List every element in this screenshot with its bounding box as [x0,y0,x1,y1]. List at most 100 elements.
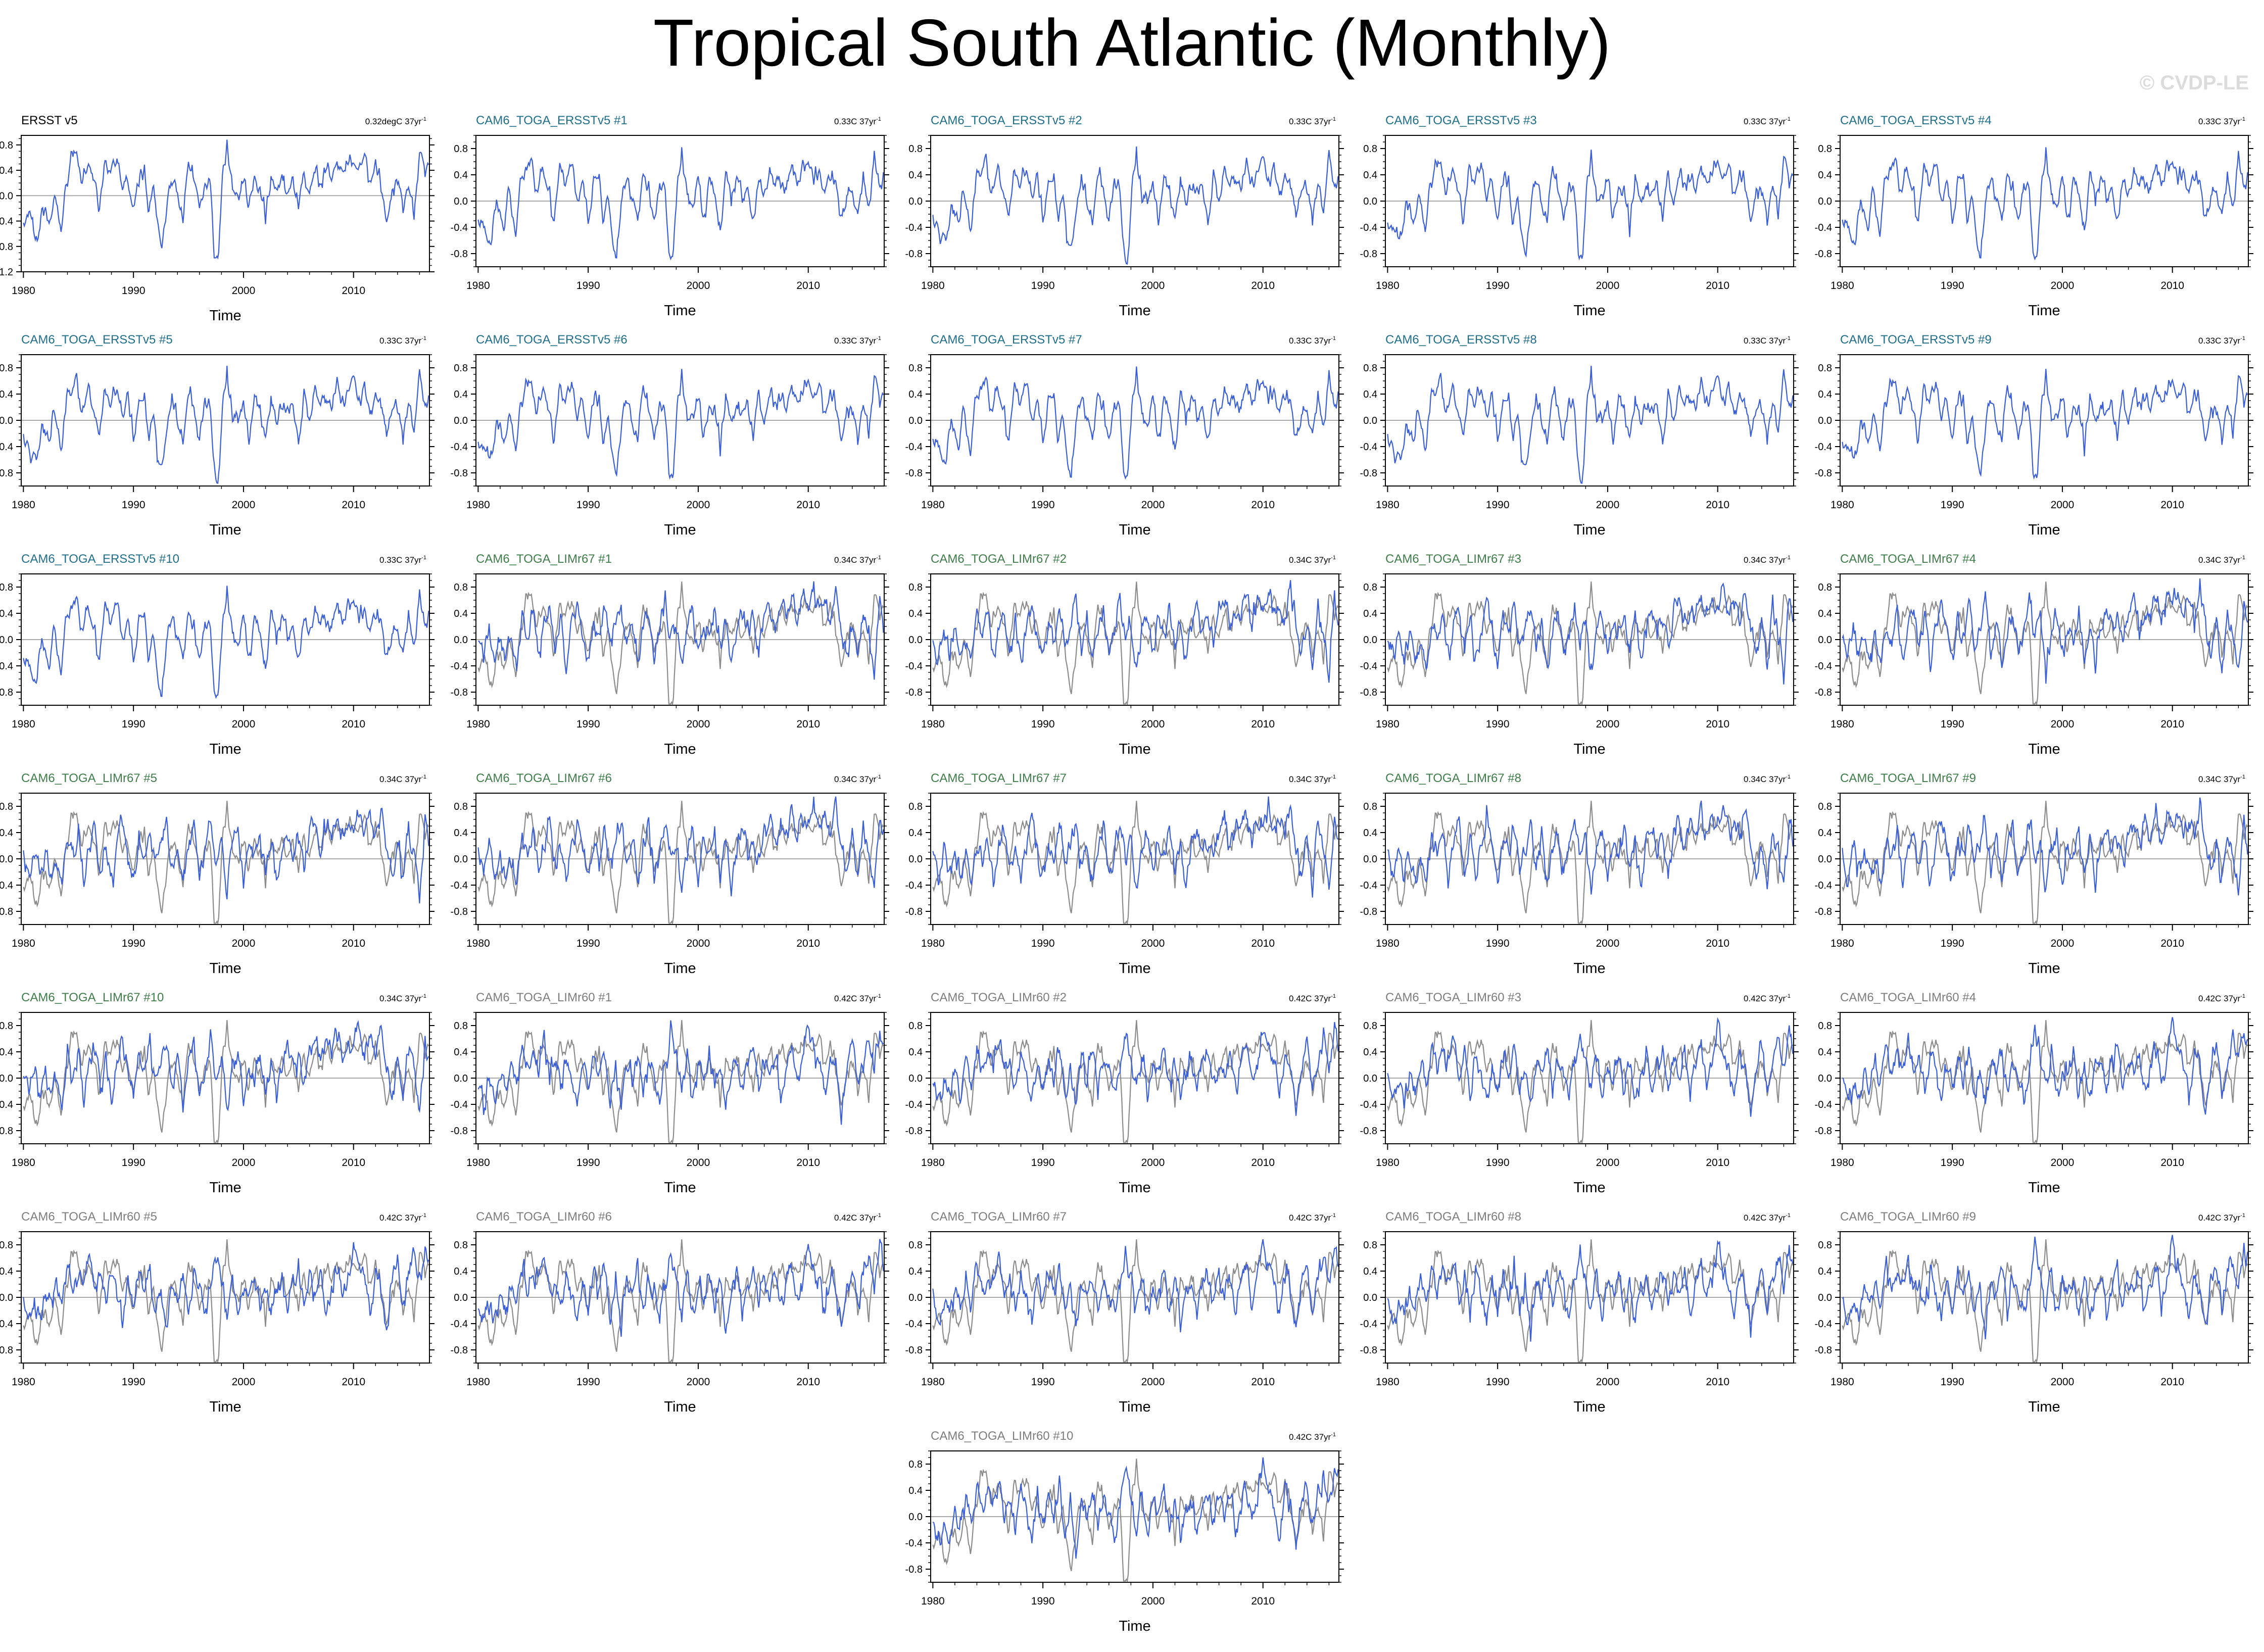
y-tick-label: 0.4 [908,389,923,400]
y-tick-label: -0.8 [451,468,468,479]
x-tick-label: 1990 [122,499,146,511]
panel-10: CAM6_TOGA_ERSSTv5 #9 0.33C 37yr-1 0.8 0.4 0.… [1815,333,2253,538]
model-series-line [932,366,1339,480]
y-tick-label: -0.8 [905,249,923,260]
y-tick-label: 0.4 [454,1047,468,1058]
panel-title: CAM6_TOGA_LIMr67 #3 [1385,552,1521,566]
panel-title: CAM6_TOGA_LIMr60 #1 [476,991,612,1004]
y-tick-label: 0.4 [0,165,13,176]
x-tick-label: 1990 [576,718,600,730]
x-tick-label: 1980 [1831,938,1854,949]
panel-22: CAM6_TOGA_LIMr60 #1 0.42C 37yr-1 0.8 0.4 0.0… [451,991,889,1196]
trend-label: 0.42C 37yr-1 [379,1212,426,1223]
panel-title: CAM6_TOGA_LIMr67 #1 [476,552,612,566]
x-tick-label: 1980 [466,1157,490,1169]
observed-series-line [1842,1020,2248,1144]
panel-title: CAM6_TOGA_LIMr67 #4 [1840,552,1976,566]
model-series-line [23,139,429,260]
x-tick-label: 1980 [1831,1157,1854,1169]
trend-label: 0.33C 37yr-1 [2198,335,2245,346]
x-tick-label: 1980 [12,499,35,511]
y-tick-label: 0.4 [454,170,468,181]
x-tick-label: 1990 [1486,499,1510,511]
y-tick-label: -0.4 [451,661,468,672]
x-tick-label: 1980 [1376,1157,1400,1169]
panel-title: CAM6_TOGA_LIMr67 #10 [21,991,164,1004]
y-tick-label: 0.0 [1818,196,1832,207]
y-tick-label: -0.4 [905,1538,923,1549]
y-tick-label: 0.4 [0,828,13,839]
y-tick-label: 0.8 [1818,582,1832,593]
y-tick-label: -0.8 [905,1345,923,1356]
y-tick-label: 0.4 [0,1266,13,1277]
y-tick-label: 0.0 [454,854,468,865]
x-axis-label: Time [1119,303,1150,319]
y-tick-label: -0.8 [905,687,923,698]
y-tick-label: -0.8 [1360,468,1377,479]
x-tick-label: 1990 [1486,280,1510,291]
y-tick-label: 0.0 [908,1512,923,1523]
x-tick-label: 2010 [342,499,365,511]
y-tick-label: 0.0 [454,415,468,426]
plot-frame [21,135,430,272]
trend-label: 0.33C 37yr-1 [834,335,881,346]
y-tick-label: -0.4 [905,661,923,672]
y-tick-label: -0.4 [905,1099,923,1110]
x-tick-label: 1990 [1941,1157,1964,1169]
y-tick-label: 0.4 [1818,389,1832,400]
x-tick-label: 2010 [1251,1595,1275,1607]
x-tick-label: 1980 [1376,938,1400,949]
observed-series-line [932,801,1339,925]
y-tick-label: 0.4 [1363,389,1377,400]
y-tick-label: 0.4 [454,608,468,619]
panel-2: CAM6_TOGA_ERSSTv5 #1 0.33C 37yr-1 0.8 0.4 0.… [451,114,889,319]
x-tick-label: 1980 [466,499,490,511]
model-series-line [1842,578,2248,684]
trend-label: 0.42C 37yr-1 [1744,1212,1791,1223]
y-tick-label: 0.0 [1818,415,1832,426]
panel-title: CAM6_TOGA_LIMr60 #2 [931,991,1067,1004]
y-tick-label: 0.8 [454,1021,468,1032]
x-axis-label: Time [1119,1618,1150,1634]
panel-13: CAM6_TOGA_LIMr67 #2 0.34C 37yr-1 0.8 0.4 0.0… [905,552,1344,757]
y-tick-label: 0.0 [908,635,923,646]
panel-title: CAM6_TOGA_ERSSTv5 #2 [931,114,1082,127]
x-tick-label: 1990 [1941,1376,1964,1388]
y-tick-label: -0.8 [0,1345,13,1356]
x-tick-label: 1980 [1831,280,1854,291]
model-series-line [1387,1240,1794,1342]
observed-series-line [1387,581,1794,706]
x-tick-label: 2000 [2051,1157,2075,1169]
trend-label: 0.42C 37yr-1 [1289,1432,1336,1442]
y-tick-label: 0.4 [1818,608,1832,619]
y-tick-label: 0.4 [1363,608,1377,619]
y-tick-label: 0.0 [1363,196,1377,207]
trend-label: 0.34C 37yr-1 [1289,774,1336,784]
x-axis-label: Time [1119,1399,1150,1415]
trend-label: 0.34C 37yr-1 [834,555,881,565]
y-tick-label: -0.8 [0,687,13,698]
y-tick-label: 0.8 [454,363,468,374]
y-tick-label: -0.8 [0,468,13,479]
x-tick-label: 2000 [1596,1157,1620,1169]
y-tick-label: -0.8 [1815,906,1832,917]
y-tick-label: -0.8 [905,906,923,917]
x-tick-label: 1990 [122,285,146,297]
observed-series-line [1842,801,2248,925]
panel-title: CAM6_TOGA_ERSSTv5 #8 [1385,333,1537,347]
x-tick-label: 2010 [1251,718,1275,730]
x-tick-label: 2010 [796,718,820,730]
panel-title: CAM6_TOGA_LIMr67 #7 [931,771,1067,785]
y-tick-label: -0.8 [451,906,468,917]
x-axis-label: Time [664,303,696,319]
trend-label: 0.34C 37yr-1 [1744,774,1791,784]
trend-label: 0.33C 37yr-1 [379,335,426,346]
model-series-line [1842,1235,2248,1339]
x-tick-label: 1980 [466,718,490,730]
y-tick-label: -0.4 [1360,880,1377,891]
x-tick-label: 2010 [1251,499,1275,511]
x-tick-label: 2000 [2051,938,2075,949]
x-tick-label: 1990 [1486,1376,1510,1388]
panel-1: ERSST v5 0.32degC 37yr-1 0.8 0.4 0.0 -0.4 -0.8… [0,114,435,324]
x-tick-label: 2010 [796,280,820,291]
